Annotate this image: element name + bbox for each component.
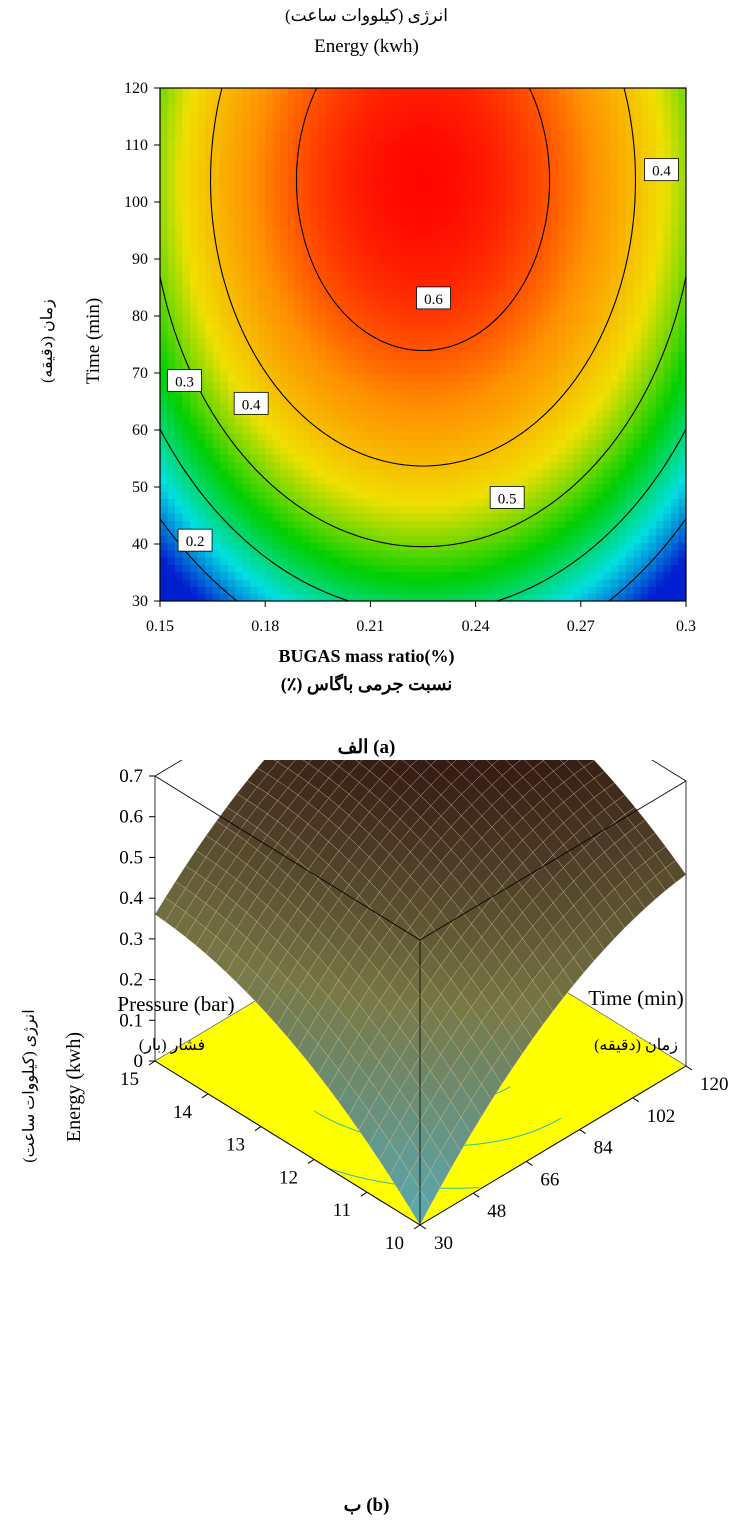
contour-level-label: 0.5	[498, 491, 517, 507]
y-tick-label: 48	[487, 1201, 506, 1222]
surface-box-front	[154, 775, 687, 1226]
x-tick-label: 10	[385, 1233, 404, 1254]
y-tick-label: 50	[132, 479, 148, 496]
contour-line	[160, 276, 686, 548]
x-tick-label: 11	[333, 1200, 351, 1221]
surface-chart: 0 0.1 0.2 0.3 0.4 0.5 0.6 0.7 10 11 12 13 14 15 30 48 66…	[117, 760, 729, 1254]
surface-ylabel-fa: زمان (دقیقه)	[594, 1037, 678, 1054]
y-tick-label: 100	[124, 194, 148, 211]
contour-xlabel: BUGAS mass ratio(%)	[278, 646, 455, 666]
caption-b: ب (b)	[343, 1495, 390, 1516]
contour-axes: 0.15 0.18 0.21 0.24 0.27 0.3 30 40 50 60 70 80 90 100…	[124, 80, 696, 635]
caption-a: الف (a)	[337, 737, 396, 758]
contour-title-fa: انرژی (کیلووات ساعت)	[284, 6, 448, 25]
z-tick-label: 0.3	[119, 929, 143, 950]
y-tick-label: 70	[132, 365, 148, 382]
contour-title: Energy (kwh)	[314, 36, 419, 57]
contour-line	[160, 428, 686, 601]
y-tick-label: 120	[124, 80, 148, 97]
z-tick-label: 0	[134, 1051, 144, 1072]
contour-level-label: 0.6	[424, 292, 443, 308]
z-tick-label: 0.6	[119, 807, 143, 828]
y-tick-label: 90	[132, 251, 148, 268]
contour-chart: 0.15 0.18 0.21 0.24 0.27 0.3 30 40 50 60 70 80 90 100…	[124, 80, 696, 635]
x-tick-label: 0.3	[676, 618, 696, 635]
x-tick-label: 15	[120, 1069, 139, 1090]
x-tick-label: 0.18	[251, 618, 279, 635]
surface-ylabel: Time (min)	[588, 986, 683, 1010]
surface-xlabel-fa: فشار (بار)	[139, 1037, 205, 1054]
y-tick-label: 30	[132, 593, 148, 610]
y-tick-label: 110	[125, 137, 148, 154]
z-tick-label: 0.5	[119, 847, 143, 868]
contour-level-label: 0.2	[186, 534, 205, 550]
z-tick-label: 0.4	[119, 888, 143, 909]
surface-axis-labels: Pressure (bar) فشار (بار) Time (min) زما…	[117, 986, 683, 1054]
contour-lines	[160, 88, 686, 601]
contour-level-label: 0.4	[242, 397, 261, 413]
contour-level-label: 0.3	[175, 375, 194, 391]
surface-xlabel: Pressure (bar)	[117, 992, 234, 1016]
contour-level-label: 0.4	[652, 164, 671, 180]
y-tick-label: 66	[540, 1169, 559, 1190]
y-tick-label: 120	[700, 1074, 729, 1095]
contour-level-labels: 0.4 0.6 0.3 0.4 0.5 0.2	[167, 158, 679, 552]
contour-xlabel-fa: نسبت جرمی باگاس (٪)	[280, 674, 453, 694]
contour-line	[295, 88, 551, 352]
y-tick-label: 60	[132, 422, 148, 439]
y-tick-label: 80	[132, 308, 148, 325]
y-tick-label: 40	[132, 536, 148, 553]
x-tick-label: 0.21	[356, 618, 384, 635]
contour-line	[160, 518, 686, 601]
y-tick-label: 102	[647, 1106, 676, 1127]
x-tick-label: 14	[173, 1102, 193, 1123]
x-tick-label: 0.27	[567, 618, 595, 635]
contour-line	[209, 88, 637, 467]
contour-heatmap	[160, 88, 686, 601]
surface-axes: 0 0.1 0.2 0.3 0.4 0.5 0.6 0.7 10 11 12 13 14 15 30 48 66…	[119, 766, 728, 1254]
surface-zlabel: Energy (kwh)	[63, 1031, 85, 1143]
surface-zlabel-fa: انرژی (کیلووات ساعت)	[21, 1009, 38, 1163]
x-tick-label: 12	[279, 1167, 298, 1188]
y-tick-label: 84	[594, 1138, 614, 1159]
x-tick-label: 0.15	[146, 618, 174, 635]
z-tick-label: 0.1	[119, 1010, 143, 1031]
z-tick-label: 0.2	[119, 970, 143, 991]
z-tick-label: 0.7	[119, 766, 143, 787]
y-tick-label: 30	[434, 1233, 453, 1254]
x-tick-label: 13	[226, 1135, 245, 1156]
contour-plot-frame	[159, 87, 687, 602]
x-tick-label: 0.24	[462, 618, 490, 635]
